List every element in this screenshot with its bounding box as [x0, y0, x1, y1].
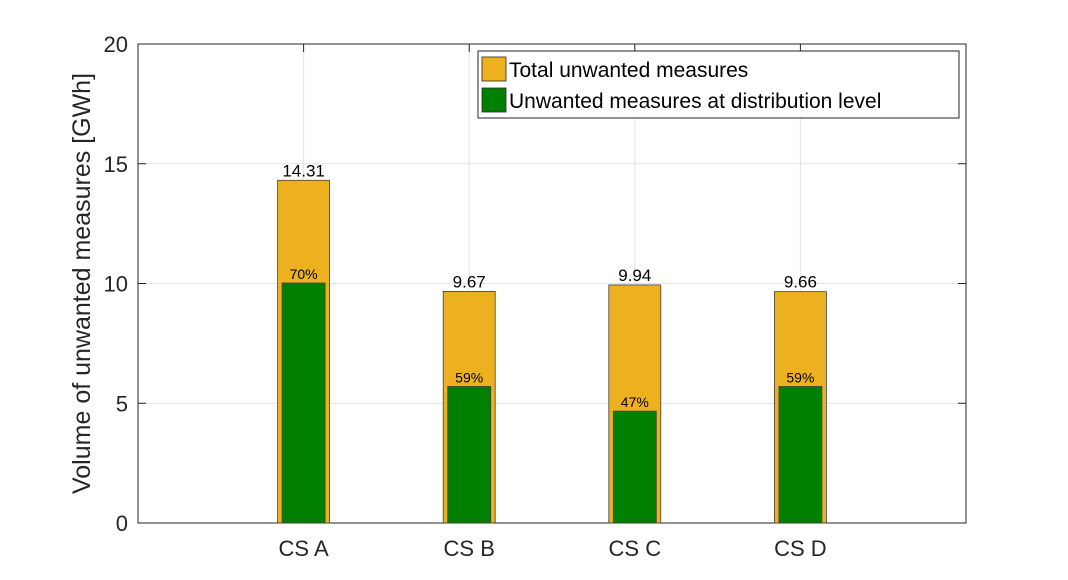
y-tick-label: 0 — [116, 511, 128, 536]
data-label-percent: 47% — [621, 394, 649, 410]
y-tick-label: 15 — [104, 152, 128, 177]
legend-label-total: Total unwanted measures — [509, 59, 748, 82]
data-label-percent: 59% — [786, 369, 814, 385]
bar-distribution — [281, 282, 326, 524]
legend-swatch-total — [481, 56, 507, 82]
data-label-percent: 70% — [290, 266, 318, 282]
bar-distribution — [612, 410, 657, 524]
y-axis-label: Volume of unwanted measures [GWh] — [68, 73, 96, 494]
data-label-total: 9.67 — [453, 272, 486, 291]
data-label-total: 14.31 — [282, 161, 325, 180]
axis-ticks: 0 5 10 15 20 CS A CS B CS C CS D — [104, 32, 966, 561]
x-tick-label: CS B — [444, 536, 495, 561]
bars: 14.31 70% 9.67 59% 9.94 47% 9.66 59% — [277, 161, 827, 524]
legend-box — [477, 50, 960, 119]
x-tick-label: CS D — [774, 536, 827, 561]
y-tick-label: 20 — [104, 32, 128, 57]
x-tick-label: CS A — [279, 536, 329, 561]
bar-distribution — [447, 386, 492, 524]
y-tick-label: 5 — [116, 391, 128, 416]
y-tick-label: 10 — [104, 272, 128, 297]
data-label-total: 9.94 — [618, 266, 651, 285]
legend-label-distribution: Unwanted measures at distribution level — [509, 90, 881, 113]
legend: Total unwanted measures Unwanted measure… — [477, 50, 960, 119]
legend-swatch-distribution — [481, 87, 507, 113]
bar-distribution — [778, 386, 823, 524]
data-label-total: 9.66 — [784, 273, 817, 292]
x-tick-label: CS C — [609, 536, 662, 561]
data-label-percent: 59% — [455, 369, 483, 385]
